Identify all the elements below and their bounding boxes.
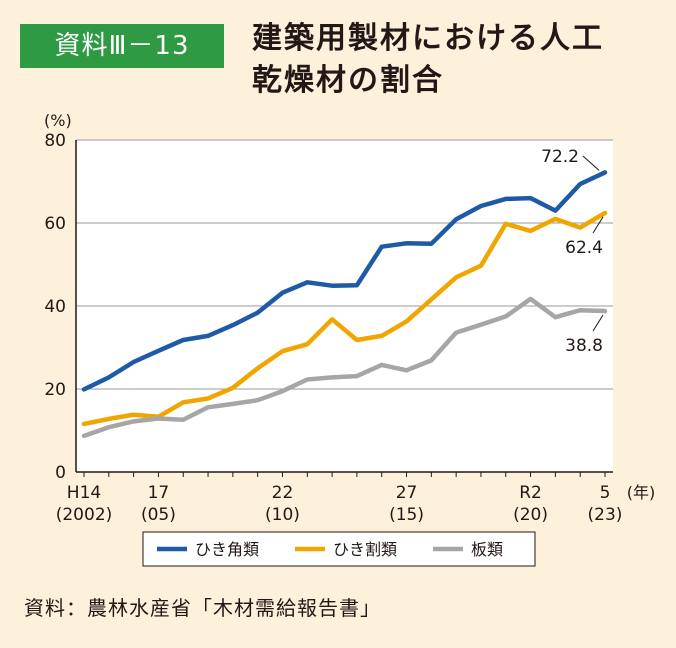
chart-title: 建築用製材における人工 乾燥材の割合	[252, 18, 604, 102]
x-tick-sublabel-2002: (2002)	[56, 505, 113, 525]
y-tick-label-0: 0	[55, 463, 66, 483]
x-tick-label-2010: 22	[272, 483, 294, 503]
y-tick-label-20: 20	[44, 380, 66, 400]
figure-number-badge: 資料Ⅲ－13	[20, 24, 224, 68]
x-unit-label: (年)	[627, 483, 656, 502]
y-unit-label: (%)	[44, 111, 72, 130]
series-line-3	[81, 296, 608, 439]
x-tick-sublabel-2020: (20)	[513, 505, 548, 525]
series-line-2	[81, 210, 608, 427]
end-value-label-3: 38.8	[565, 336, 603, 356]
end-value-label-1: 72.2	[541, 147, 579, 167]
end-label-leader-2	[592, 216, 604, 234]
end-label-leader-1	[582, 155, 600, 171]
legend-label-3: 板類	[471, 540, 503, 559]
y-tick-label-60: 60	[44, 214, 66, 234]
y-tick-label-40: 40	[44, 297, 66, 317]
header: 資料Ⅲ－13 建築用製材における人工 乾燥材の割合	[0, 0, 676, 120]
end-label-leader-3	[592, 314, 604, 332]
source-note: 資料：農林水産省「木材需給報告書」	[24, 596, 381, 620]
chart-title-line-2: 乾燥材の割合	[252, 63, 444, 98]
x-tick-sublabel-2023: (23)	[588, 505, 623, 525]
x-tick-sublabel-2005: (05)	[141, 505, 176, 525]
y-tick-label-80: 80	[44, 131, 66, 151]
line-chart: 0 20 40 60 80(%) H14(2002) 17(05) 22(10) 27(15) R…	[44, 111, 656, 567]
x-tick-sublabel-2010: (10)	[265, 505, 300, 525]
legend-label-2: ひき割類	[333, 540, 397, 559]
x-tick-sublabel-2015: (15)	[389, 505, 424, 525]
legend	[142, 531, 536, 567]
x-tick-label-2005: 17	[148, 483, 170, 503]
x-tick-label-2002: H14	[67, 483, 101, 503]
chart-title-line-1: 建築用製材における人工	[252, 21, 604, 56]
legend-label-1: ひき角類	[195, 540, 259, 559]
end-value-label-2: 62.4	[565, 238, 603, 258]
x-tick-label-2015: 27	[396, 483, 418, 503]
series-line-1	[81, 170, 608, 392]
x-tick-label-2023: 5	[600, 483, 611, 503]
x-tick-label-2020: R2	[519, 483, 542, 503]
